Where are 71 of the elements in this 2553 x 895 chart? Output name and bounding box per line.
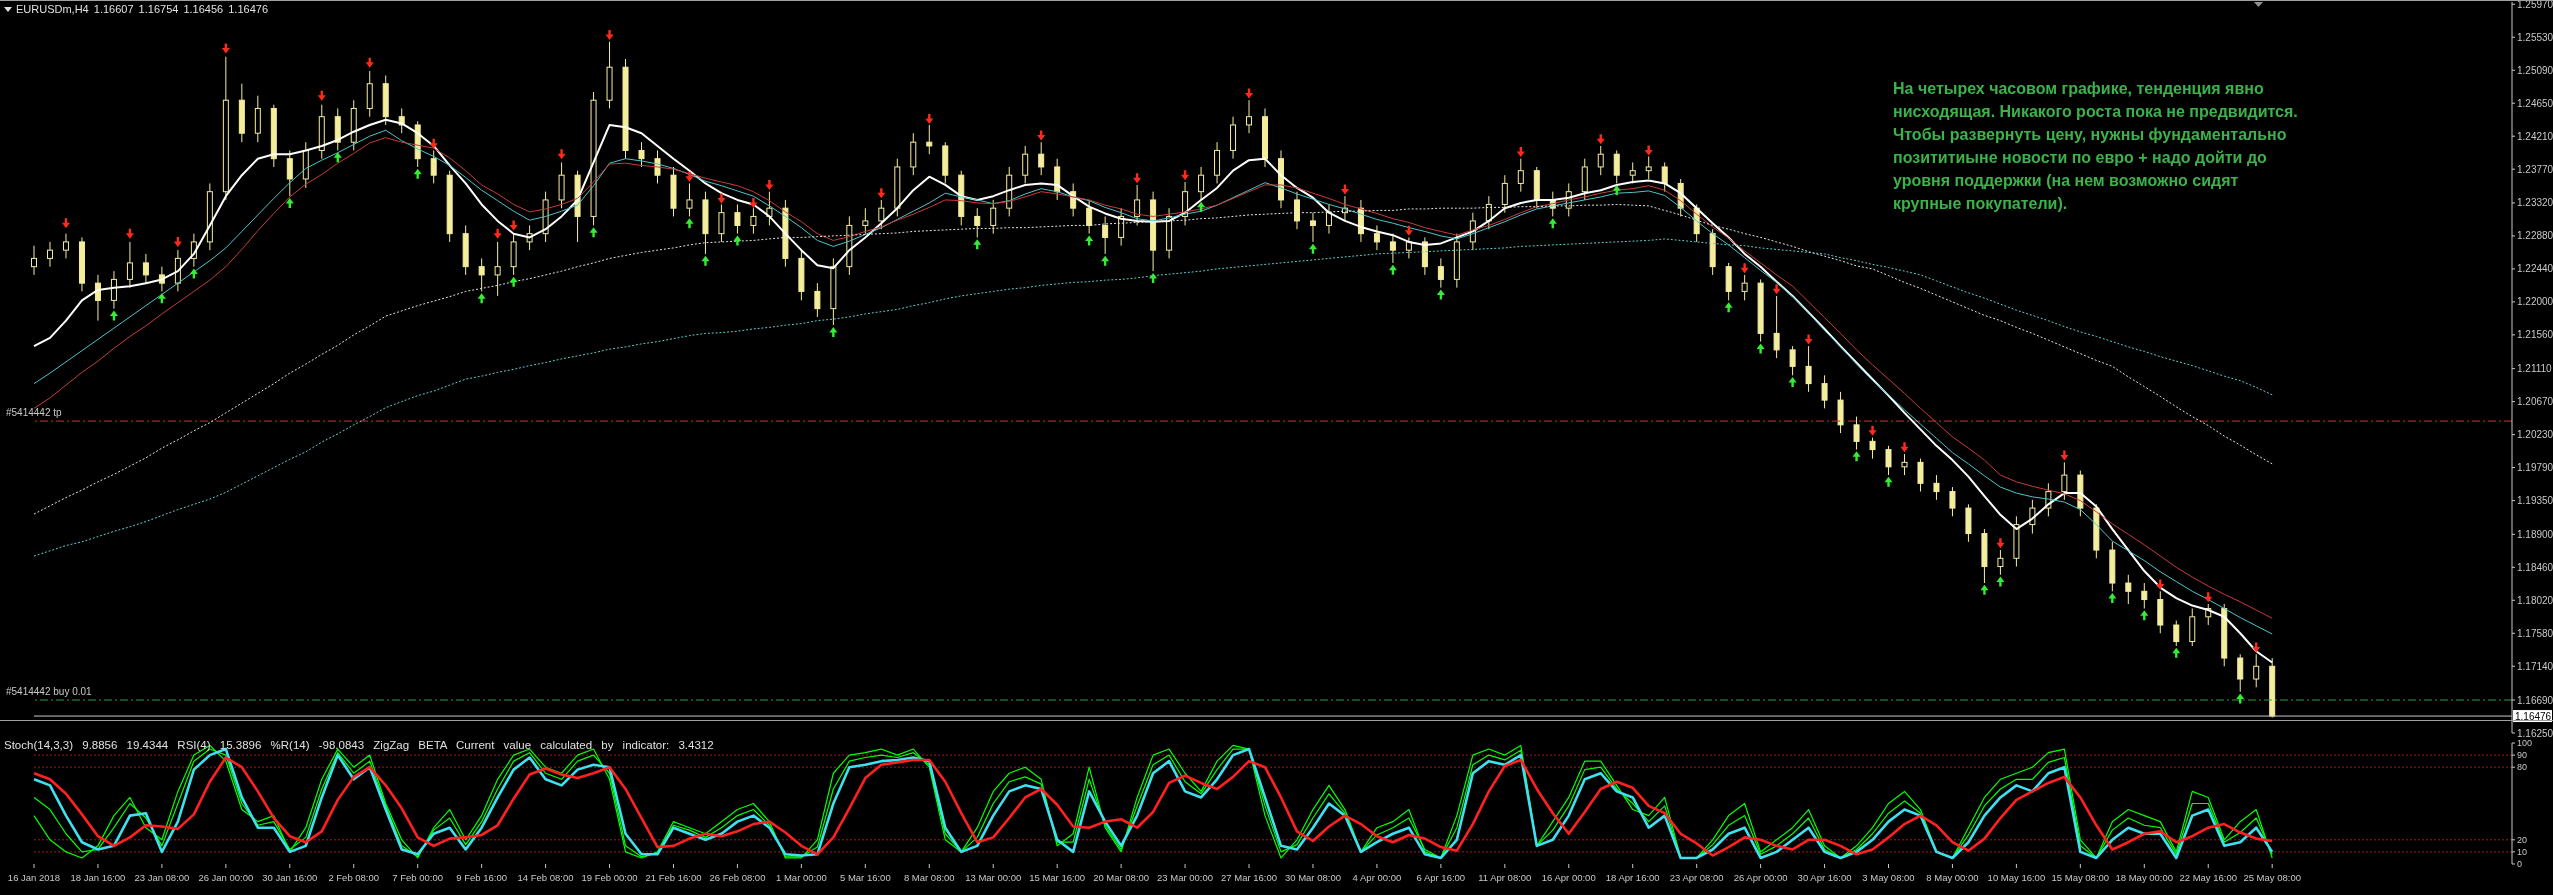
x-tick-label: 9 Feb 16:00 [456, 872, 507, 883]
annotation: На четырех часовом графике, тенденция явно нисходящая. Никакого роста пока не предвидится. Чтобы развернуть цену, нужны фундаментально позититиыне новости по евро + надо дойти до уровня поддержки (на нем возможно сидят крупные покупатели). [1893, 79, 2299, 214]
chart-title: Stoch(14,3,3) 9.8856 19.4344 RSI(4) 15.3896 %R(14) -98.0843 ZigZag BETA Current value calculated by indicator: 3.4312 [4, 739, 714, 751]
x-tick-label: 18 May 00:00 [2115, 872, 2174, 883]
x-tick-label: 7 Feb 00:00 [392, 872, 444, 883]
y-tick-label: 10 [2517, 847, 2528, 858]
x-tick-label: 15 May 08:00 [2051, 872, 2110, 883]
y-tick-label: 1.17580 [2517, 627, 2553, 639]
x-tick-label: 19 Feb 00:00 [581, 872, 638, 883]
y-tick-label: 1.20230 [2517, 429, 2553, 441]
x-tick-label: 5 Mar 16:00 [839, 872, 891, 883]
x-tick-label: 16 Jan 2018 [7, 872, 61, 883]
x-tick-label: 20 Mar 08:00 [1093, 872, 1150, 883]
x-tick-label: 8 Mar 08:00 [903, 872, 955, 883]
x-tick-label: 10 May 16:00 [1987, 872, 2046, 883]
x-tick-label: 26 Jan 00:00 [198, 872, 254, 883]
y-tick-label: 1.18900 [2517, 528, 2553, 540]
y-tick-label: 100 [2517, 738, 2533, 749]
y-tick-label: 0 [2517, 859, 2523, 870]
y-tick-label: 1.24650 [2517, 97, 2553, 109]
y-tick-label: 1.22440 [2517, 263, 2553, 275]
ref-line-label: #5414442 buy 0.01 [6, 686, 93, 698]
y-tick-label: 1.25090 [2517, 64, 2553, 76]
x-tick-label: 25 May 08:00 [2243, 872, 2301, 883]
x-tick-label: 21 Feb 16:00 [645, 872, 702, 883]
x-tick-label: 4 Apr 00:00 [1352, 872, 1402, 883]
x-tick-label: 30 Apr 16:00 [1797, 872, 1852, 883]
x-tick-label: 26 Apr 00:00 [1733, 872, 1788, 883]
y-tick-label: 1.22000 [2517, 296, 2553, 308]
y-tick-label: 20 [2517, 834, 2528, 845]
x-tick-label: 1 Mar 00:00 [776, 872, 827, 883]
y-tick-label: 1.25530 [2517, 31, 2553, 43]
x-tick-label: 18 Jan 16:00 [70, 872, 126, 883]
x-tick-label: 22 May 16:00 [2179, 872, 2238, 883]
x-tick-label: 18 Apr 16:00 [1605, 872, 1660, 883]
y-tick-label: 1.17140 [2517, 660, 2553, 672]
y-tick-label: 1.18460 [2517, 561, 2553, 573]
x-tick-label: 14 Feb 08:00 [517, 872, 574, 883]
y-tick-label: 1.19350 [2517, 495, 2553, 507]
y-tick-label: 1.23770 [2517, 163, 2553, 175]
x-tick-label: 27 Mar 16:00 [1221, 872, 1278, 883]
y-tick-label: 1.18020 [2517, 594, 2553, 606]
y-tick-label: 1.16690 [2517, 694, 2553, 706]
ref-line-label: #5414442 tp [6, 407, 63, 419]
y-tick-label: 1.20670 [2517, 396, 2553, 408]
x-tick-label: 6 Apr 16:00 [1416, 872, 1466, 883]
x-tick-label: 26 Feb 08:00 [709, 872, 766, 883]
y-tick-label: 1.22880 [2517, 230, 2553, 242]
x-tick-label: 8 May 00:00 [1926, 872, 1979, 883]
y-tick-label: 1.23320 [2517, 197, 2553, 209]
y-tick-label: 1.24210 [2517, 130, 2553, 142]
ref-line-label: 1.16476 [2515, 711, 2552, 723]
x-tick-label: 3 May 08:00 [1862, 872, 1915, 883]
x-tick-label: 13 Mar 00:00 [965, 872, 1022, 883]
x-tick-label: 2 Feb 08:00 [328, 872, 380, 883]
chart-title: EURUSDm,H4 1.16607 1.16754 1.16456 1.16476 [16, 3, 269, 15]
y-tick-label: 1.25970 [2517, 0, 2553, 10]
y-tick-label: 90 [2517, 750, 2528, 761]
y-tick-label: 1.21110 [2517, 363, 2553, 375]
x-tick-label: 23 Mar 00:00 [1157, 872, 1214, 883]
y-tick-label: 1.21560 [2517, 329, 2553, 341]
y-tick-label: 1.16250 [2517, 727, 2553, 739]
y-tick-label: 1.19790 [2517, 462, 2553, 474]
y-tick-label: 80 [2517, 762, 2528, 773]
x-tick-label: 23 Jan 08:00 [134, 872, 190, 883]
x-tick-label: 23 Apr 08:00 [1669, 872, 1724, 883]
x-tick-label: 11 Apr 08:00 [1478, 872, 1532, 883]
x-tick-label: 30 Mar 08:00 [1284, 872, 1341, 883]
x-tick-label: 16 Apr 00:00 [1541, 872, 1596, 883]
x-tick-label: 15 Mar 16:00 [1029, 872, 1086, 883]
x-tick-label: 30 Jan 16:00 [262, 872, 318, 883]
